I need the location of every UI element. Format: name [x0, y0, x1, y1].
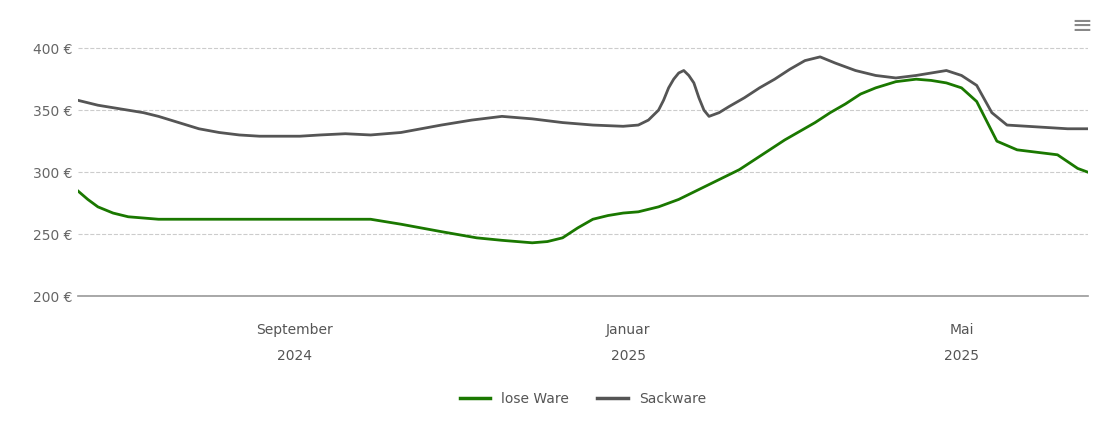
- Text: 2025: 2025: [944, 349, 979, 363]
- Text: September: September: [256, 323, 333, 337]
- Text: Mai: Mai: [949, 323, 973, 337]
- Text: 2024: 2024: [278, 349, 312, 363]
- Text: Januar: Januar: [606, 323, 650, 337]
- Text: ≡: ≡: [1072, 14, 1093, 38]
- Text: 2025: 2025: [610, 349, 646, 363]
- Legend: lose Ware, Sackware: lose Ware, Sackware: [454, 387, 712, 412]
